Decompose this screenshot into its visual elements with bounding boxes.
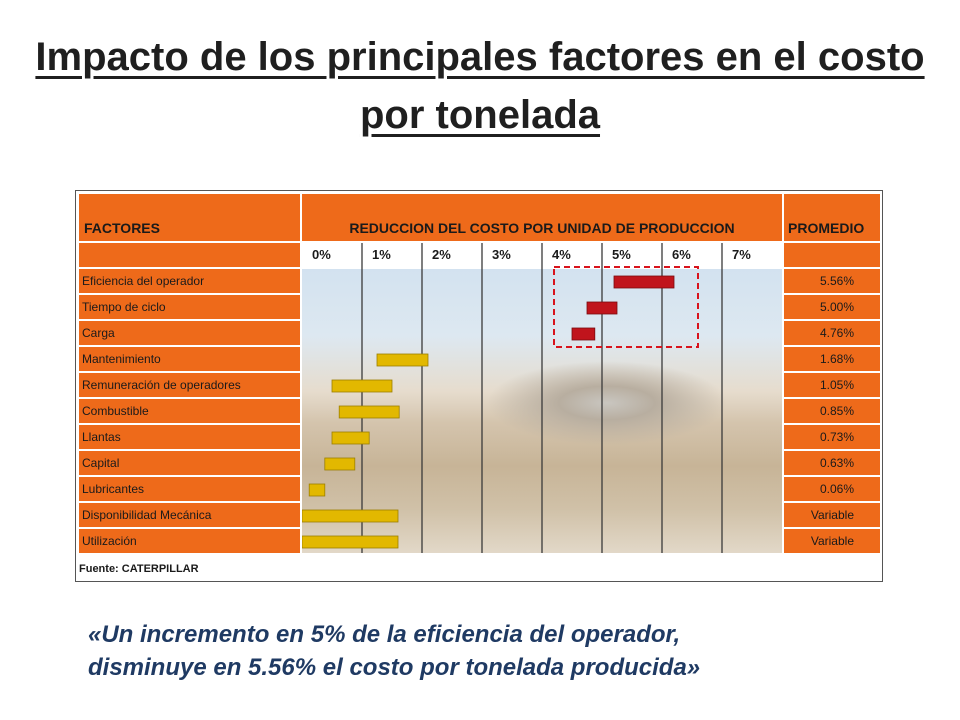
factor-label: Lubricantes [79,477,300,501]
factor-label: Mantenimiento [79,347,300,371]
factor-label: Disponibilidad Mecánica [79,503,300,527]
factor-label: Llantas [79,425,300,449]
average-value: 0.73% [784,425,880,449]
source-note: Fuente: CATERPILLAR [79,563,199,575]
average-value: 0.63% [784,451,880,475]
factors-table: FACTORES REDUCCION DEL COSTO POR UNIDAD … [75,190,883,582]
factor-label: Tiempo de ciclo [79,295,300,319]
x-tick-label: 7% [732,247,751,262]
factor-label: Utilización [79,529,300,553]
range-bar-chart [302,243,723,553]
quote-line-2: disminuye en 5.56% el costo por tonelada… [88,654,701,681]
header-spacer-left [79,243,300,267]
x-tick-label: 5% [612,247,631,262]
page-title: Impacto de los principales factores en e… [35,35,925,137]
quote-text: «Un incremento en 5% de la eficiencia de… [88,618,888,684]
range-bar [338,405,400,419]
range-bar [331,379,393,393]
x-tick-label: 2% [432,247,451,262]
x-tick-label: 3% [492,247,511,262]
range-bar [331,431,370,445]
average-value: 4.76% [784,321,880,345]
highlight-box [553,266,699,348]
factor-label: Carga [79,321,300,345]
range-bar [302,535,399,549]
average-value: 0.85% [784,399,880,423]
range-bar [308,483,326,497]
range-bar [571,327,596,341]
quote-line-1: «Un incremento en 5% de la eficiencia de… [88,621,681,648]
average-value: Variable [784,503,880,527]
factor-label: Combustible [79,399,300,423]
range-bar [324,457,356,471]
factor-label: Capital [79,451,300,475]
average-value: 5.56% [784,269,880,293]
average-value: 0.06% [784,477,880,501]
x-tick-label: 4% [552,247,571,262]
factor-label: Eficiencia del operador [79,269,300,293]
x-tick-label: 6% [672,247,691,262]
range-bar [302,509,399,523]
range-bar [376,353,429,367]
average-value: 1.68% [784,347,880,371]
chart-area: 0% 1% 2% 3% 4% 5% 6% 7% [302,243,782,553]
header-spacer-right [784,243,880,267]
header-chart: REDUCCION DEL COSTO POR UNIDAD DE PRODUC… [302,194,782,241]
range-bar [586,301,618,315]
average-value: 5.00% [784,295,880,319]
average-value: Variable [784,529,880,553]
factor-label: Remuneración de operadores [79,373,300,397]
average-value: 1.05% [784,373,880,397]
x-tick-label: 1% [372,247,391,262]
header-factors: FACTORES [79,194,300,241]
range-bar [613,275,675,289]
x-tick-label: 0% [312,247,331,262]
header-average: PROMEDIO [784,194,880,241]
